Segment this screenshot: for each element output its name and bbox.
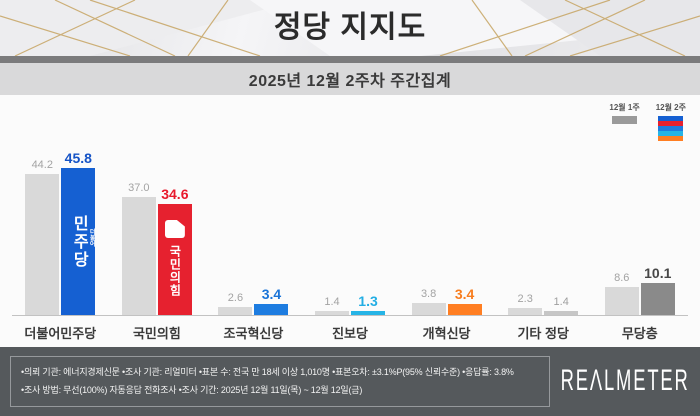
bar-pair: 1.4 1.3 (315, 293, 386, 315)
cur-bar-wrap: 10.1 (640, 265, 675, 315)
current-week-bar (254, 304, 289, 315)
prev-week-bar (508, 308, 543, 315)
legend-item-prev-week: 12월 1주 (609, 102, 640, 141)
current-week-bar: 국민의힘 (157, 204, 192, 315)
category-labels-row: 더불어민주당 국민의힘 조국혁신당 진보당 개혁신당 기타 정당 무당층 (12, 316, 688, 342)
category-label: 국민의힘 (132, 326, 181, 341)
prev-bar-wrap: 2.3 (508, 293, 543, 315)
x-axis-line (12, 315, 688, 316)
chart-section: 12월 1주 12월 2주 44.2 45.8 (0, 95, 700, 347)
survey-info-box: •의뢰 기관: 에너지경제신문 •조사 기관: 리얼미터 •표본 수: 전국 만… (10, 355, 550, 408)
prev-bar-wrap: 2.6 (218, 292, 253, 315)
cur-bar-wrap: 1.3 (351, 293, 386, 315)
prev-week-bar (218, 307, 253, 315)
legend-item-current-week: 12월 2주 (656, 102, 686, 141)
legend-swatch-prev (612, 116, 638, 124)
prev-week-bar (25, 174, 60, 315)
minjoo-logo-text: 민주당 (70, 214, 88, 269)
current-value-label: 45.8 (64, 150, 92, 166)
prev-bar-wrap: 37.0 (121, 182, 156, 315)
prev-value-label: 44.2 (31, 159, 53, 171)
prev-bar-wrap: 8.6 (604, 272, 639, 315)
category-label: 조국혁신당 (223, 326, 284, 341)
subtitle-bar: 2025년 12월 2주차 주간집계 (0, 63, 700, 95)
legend-label-current: 12월 2주 (655, 103, 686, 112)
legend-swatch-current-stack (658, 116, 684, 141)
survey-info-line-1: •의뢰 기관: 에너지경제신문 •조사 기관: 리얼미터 •표본 수: 전국 만… (21, 366, 514, 377)
cur-bar-wrap: 1.4 (544, 296, 579, 315)
bar-group-ppp: 37.0 34.6 국민의힘 (109, 165, 206, 315)
bar-group-rebuilding: 2.6 3.4 (205, 165, 302, 315)
prev-bar-wrap: 44.2 (25, 159, 60, 315)
bars-row: 44.2 45.8 민주당 더불어 (12, 151, 688, 315)
current-value-label: 1.4 (553, 296, 569, 308)
realmeter-logo-text: REΛLMETER (560, 364, 690, 398)
ppp-logo-mark (164, 220, 185, 238)
category-label: 더불어민주당 (24, 326, 97, 341)
header-banner: 정당 지지도 (0, 0, 700, 56)
prev-bar-wrap: 1.4 (315, 296, 350, 315)
bar-group-minjoo: 44.2 45.8 민주당 더불어 (12, 151, 109, 315)
page-title: 정당 지지도 (273, 11, 427, 44)
bar-group-none: 8.6 10.1 (591, 165, 688, 315)
current-week-bar (640, 283, 675, 315)
prev-value-label: 2.3 (517, 293, 533, 305)
chart-legend: 12월 1주 12월 2주 (609, 102, 686, 141)
prev-value-label: 37.0 (128, 182, 150, 194)
prev-bar-wrap: 3.8 (411, 288, 446, 315)
current-week-bar: 민주당 더불어 (61, 168, 96, 315)
current-value-label: 10.1 (644, 265, 672, 281)
legend-label-prev: 12월 1주 (609, 103, 640, 112)
bar-group-etc: 2.3 1.4 (495, 165, 592, 315)
prev-week-bar (315, 311, 350, 315)
survey-info-line-2: •조사 방법: 무선(100%) 자동응답 전화조사 •조사 기간: 2025년… (21, 384, 363, 395)
current-value-label: 34.6 (161, 186, 189, 202)
header-divider (0, 56, 700, 63)
header-decoration (0, 0, 700, 56)
prev-value-label: 1.4 (324, 296, 340, 308)
bar-group-jinbo: 1.4 1.3 (302, 165, 399, 315)
prev-week-bar (121, 197, 156, 315)
current-week-bar (544, 311, 579, 315)
page-subtitle: 2025년 12월 2주차 주간집계 (248, 73, 452, 90)
current-value-label: 1.3 (358, 293, 378, 309)
realmeter-logo: REΛLMETER (550, 364, 700, 397)
bar-chart: 44.2 45.8 민주당 더불어 (12, 95, 688, 342)
current-week-bar (351, 311, 386, 315)
cur-bar-wrap: 3.4 (254, 286, 289, 315)
bar-pair: 44.2 45.8 민주당 더불어 (25, 150, 96, 315)
category-label: 진보당 (332, 326, 368, 341)
prev-value-label: 8.6 (614, 272, 630, 284)
bar-pair: 2.6 3.4 (218, 286, 289, 315)
bar-group-reform: 3.8 3.4 (398, 165, 495, 315)
category-label: 무당층 (621, 326, 658, 341)
minjoo-party-logo: 민주당 더불어 (70, 214, 94, 273)
cur-bar-wrap: 34.6 국민의힘 (157, 186, 192, 315)
prev-value-label: 3.8 (420, 288, 437, 300)
minjoo-logo-subtext: 더불어 (88, 228, 95, 247)
current-week-bar (447, 304, 482, 315)
ppp-party-logo: 국민의힘 (158, 204, 192, 315)
category-label: 기타 정당 (517, 326, 569, 341)
bar-pair: 8.6 10.1 (604, 265, 675, 315)
current-value-label: 3.4 (454, 286, 475, 302)
bar-pair: 37.0 34.6 국민의힘 (121, 182, 192, 315)
prev-week-bar (604, 287, 639, 315)
bar-pair: 2.3 1.4 (508, 293, 579, 315)
current-value-label: 3.4 (261, 286, 282, 302)
footer: •의뢰 기관: 에너지경제신문 •조사 기관: 리얼미터 •표본 수: 전국 만… (0, 347, 700, 416)
category-label: 개혁신당 (422, 326, 471, 341)
cur-bar-wrap: 45.8 민주당 더불어 (61, 150, 96, 315)
prev-value-label: 2.6 (227, 292, 244, 304)
prev-week-bar (411, 303, 446, 315)
ppp-logo-text: 국민의힘 (167, 245, 182, 297)
cur-bar-wrap: 3.4 (447, 286, 482, 315)
bar-pair: 3.8 3.4 (411, 286, 482, 315)
